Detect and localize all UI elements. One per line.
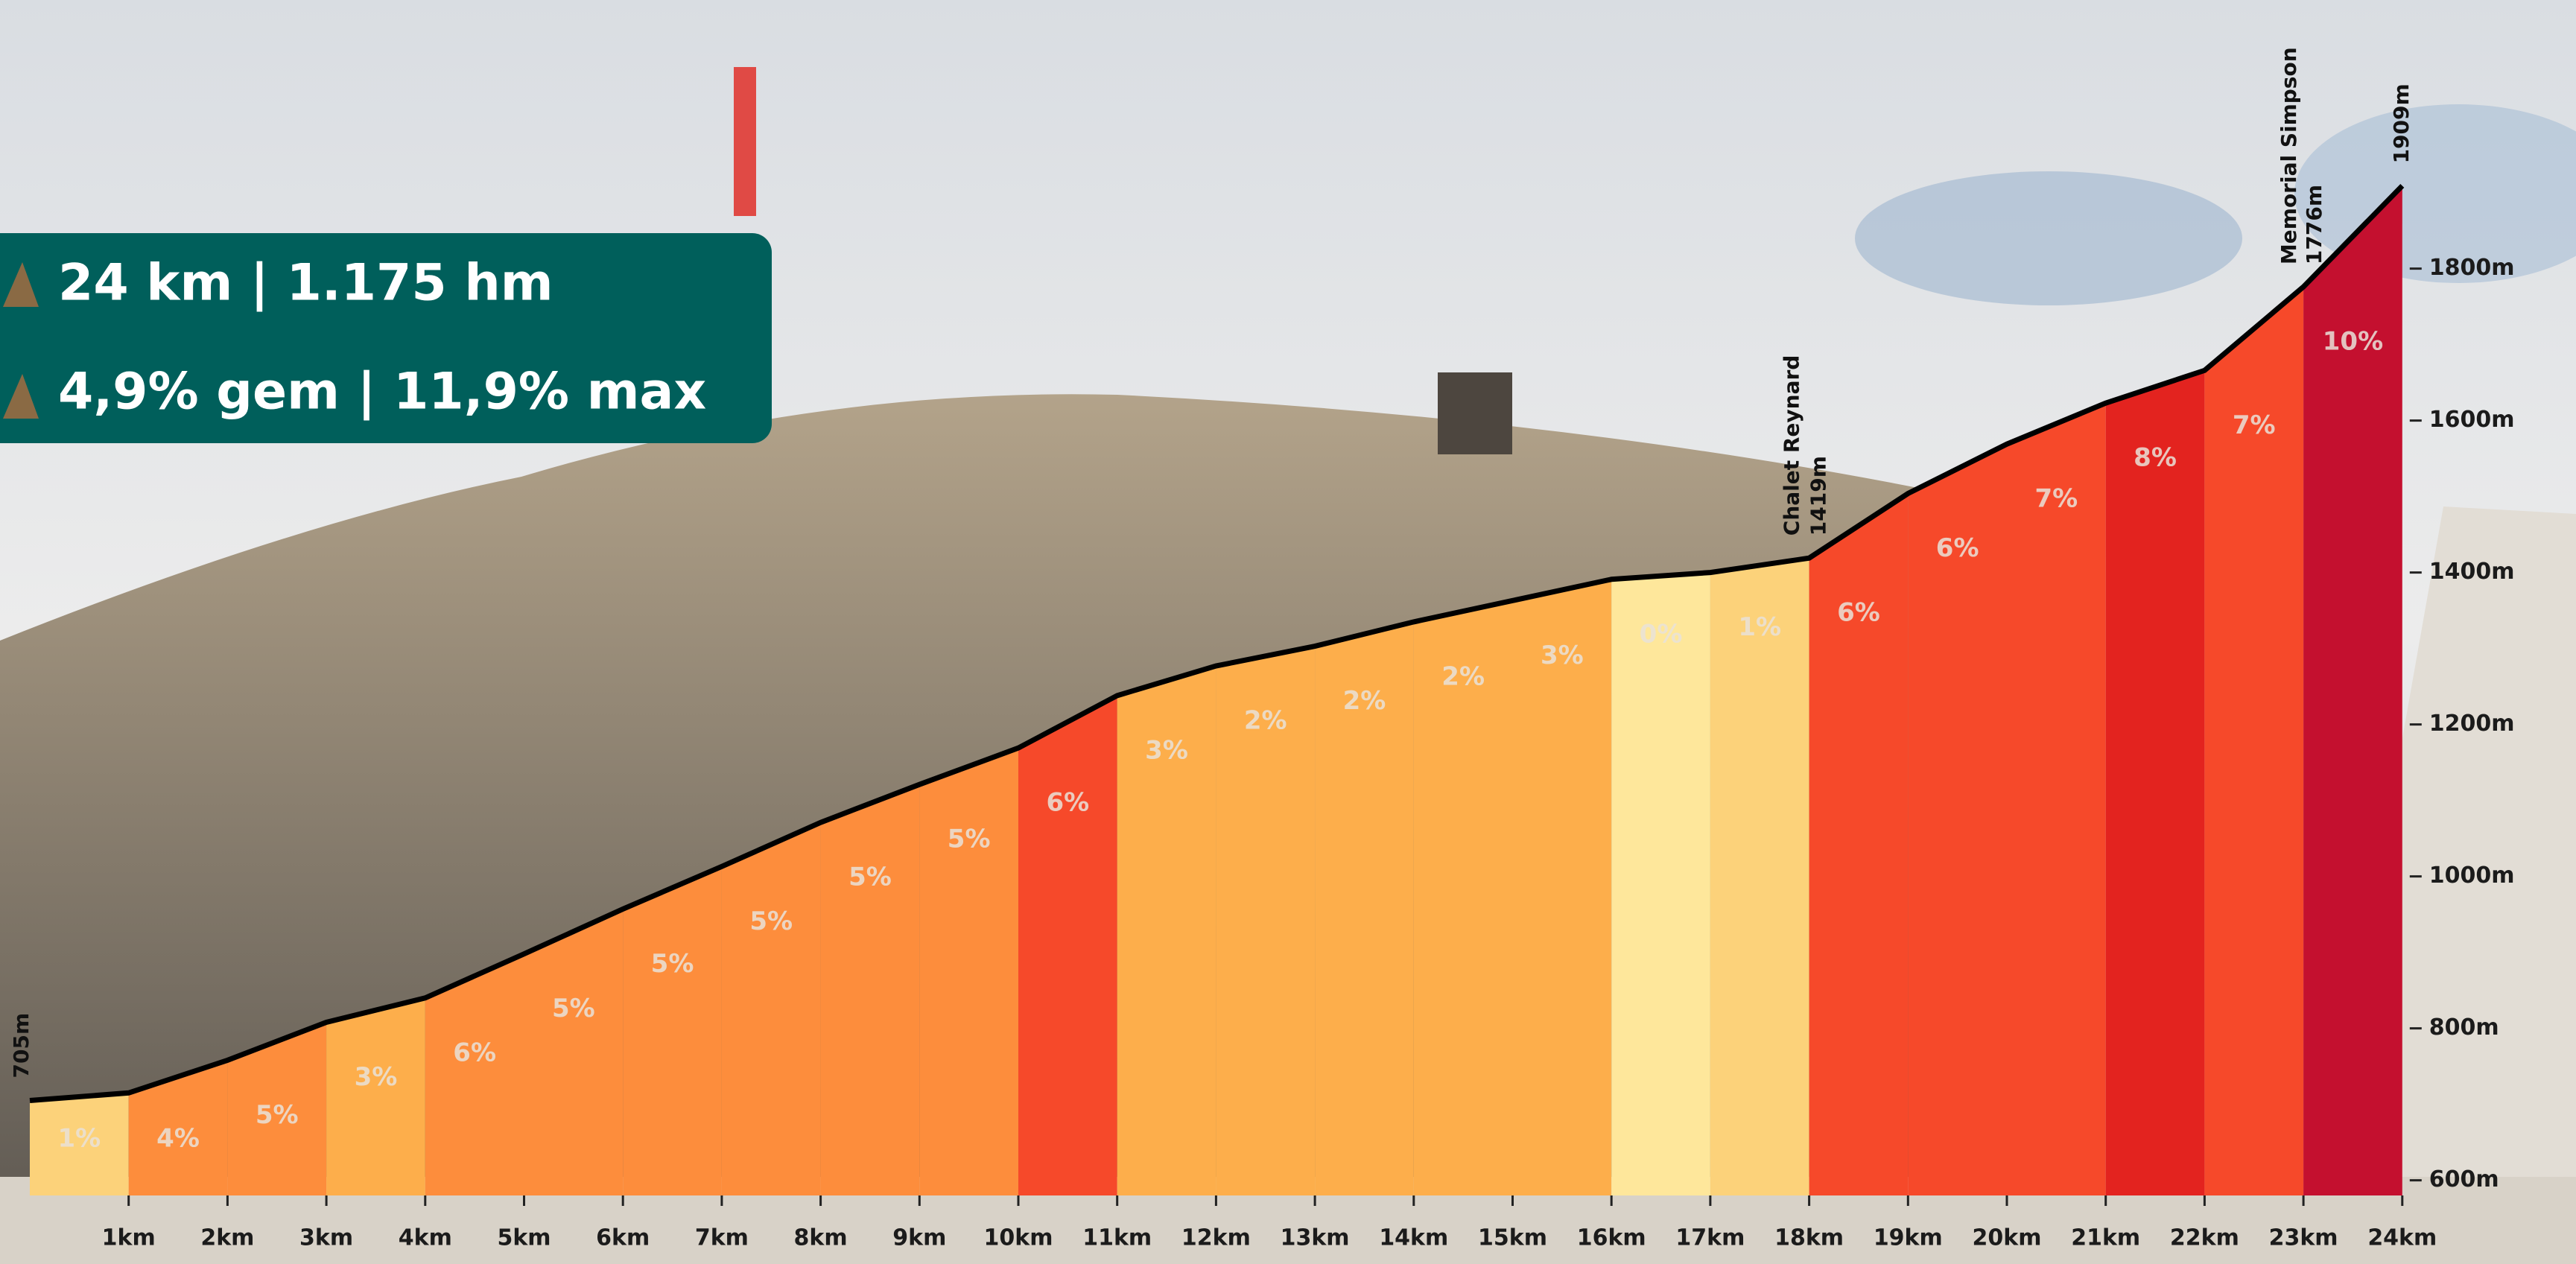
x-tick-label: 13km	[1281, 1225, 1350, 1251]
gradient-segment	[2204, 287, 2304, 1196]
gradient-segment	[1809, 493, 1909, 1195]
gradient-label: 5%	[552, 994, 595, 1023]
x-tick-label: 4km	[399, 1225, 452, 1251]
info-distance: 24 km | 1.175 hm	[58, 254, 553, 313]
x-tick-label: 9km	[892, 1225, 946, 1251]
gradient-label: 5%	[651, 949, 694, 979]
x-tick-label: 7km	[695, 1225, 749, 1251]
x-tick-label: 17km	[1675, 1225, 1745, 1251]
gradient-label: 3%	[355, 1062, 398, 1092]
gradient-segment	[1413, 600, 1513, 1195]
gradient-label: 3%	[1541, 641, 1584, 670]
y-tick-label: 1600m	[2429, 407, 2515, 433]
gradient-segment	[1908, 444, 2007, 1195]
gradient-label: 6%	[1046, 788, 1089, 818]
x-tick-label: 16km	[1577, 1225, 1646, 1251]
gradient-label: 1%	[1738, 612, 1781, 642]
gradient-label: 5%	[749, 906, 793, 936]
tower	[1438, 372, 1512, 454]
gradient-segment	[326, 997, 425, 1195]
mountain-icon	[3, 262, 39, 307]
gradient-segment	[1611, 572, 1710, 1195]
gradient-segment	[1117, 666, 1216, 1195]
gradient-label: 5%	[848, 863, 892, 892]
gradient-label: 3%	[1145, 735, 1188, 765]
y-tick-label: 1200m	[2429, 711, 2515, 737]
gradient-label: 7%	[2233, 410, 2276, 440]
gradient-label: 10%	[2323, 327, 2383, 357]
gradient-segment	[1018, 695, 1117, 1195]
sky-patch	[1855, 171, 2242, 305]
gradient-segment	[1710, 558, 1809, 1195]
y-tick-label: 1800m	[2429, 255, 2515, 281]
antenna	[734, 67, 756, 216]
x-tick-label: 8km	[794, 1225, 848, 1251]
gradient-segment	[2007, 403, 2106, 1195]
gradient-segment	[721, 822, 821, 1195]
gradient-segment	[623, 866, 722, 1195]
gradient-label: 2%	[1244, 706, 1287, 736]
gradient-segment	[425, 953, 524, 1195]
gradient-segment	[1512, 579, 1612, 1195]
gradient-label: 2%	[1441, 661, 1485, 691]
x-tick-label: 14km	[1379, 1225, 1448, 1251]
gradient-label: 6%	[1936, 533, 1979, 563]
annotation: 1776m	[2302, 185, 2326, 264]
x-tick-label: 3km	[299, 1225, 353, 1251]
x-tick-label: 2km	[200, 1225, 254, 1251]
gradient-label: 2%	[1343, 686, 1386, 716]
gradient-label: 7%	[2034, 484, 2078, 514]
gradient-label: 6%	[1837, 598, 1880, 628]
gradient-segment	[227, 1022, 327, 1195]
x-tick-label: 22km	[2170, 1225, 2239, 1251]
gradient-segment	[128, 1060, 228, 1195]
y-tick-label: 1400m	[2429, 559, 2515, 585]
x-tick-label: 20km	[1973, 1225, 2042, 1251]
annotation: 1419m	[1806, 456, 1831, 536]
x-tick-label: 21km	[2071, 1225, 2140, 1251]
x-tick-label: 23km	[2269, 1225, 2338, 1251]
gradient-label: 8%	[2134, 443, 2177, 473]
annotation: 705m	[9, 1013, 34, 1079]
gradient-label: 5%	[256, 1100, 299, 1130]
x-tick-label: 24km	[2367, 1225, 2437, 1251]
gradient-segment	[919, 748, 1018, 1195]
profile-line	[29, 183, 2405, 1103]
gradient-segment	[1315, 621, 1414, 1195]
x-tick-label: 19km	[1874, 1225, 1943, 1251]
x-tick-label: 18km	[1774, 1225, 1844, 1251]
mountain-icon	[3, 374, 39, 419]
gradient-segment	[2303, 185, 2402, 1195]
gradient-label: 5%	[948, 825, 991, 854]
gradient-label: 6%	[453, 1038, 496, 1067]
x-tick-label: 1km	[102, 1225, 156, 1251]
gradient-label: 4%	[156, 1124, 200, 1154]
y-tick-label: 1000m	[2429, 863, 2515, 889]
gradient-segment	[524, 909, 624, 1195]
plot: 1% 4% 5% 3% 6% 5% 5% 5% 5% 5% 6% 3% 2% 2% 2% 3% 0% 1% 6% 6%…	[9, 47, 2515, 1251]
annotation: 1909m	[2389, 83, 2414, 163]
annotation: Memorial Simpson	[2277, 47, 2301, 264]
x-tick-label: 12km	[1181, 1225, 1251, 1251]
info-box	[0, 233, 772, 443]
x-tick-label: 6km	[596, 1225, 650, 1251]
x-tick-label: 11km	[1082, 1225, 1152, 1251]
gradient-label: 0%	[1640, 619, 1683, 649]
gradient-segment	[2105, 370, 2205, 1195]
info-gradient: 4,9% gem | 11,9% max	[58, 363, 706, 422]
gradient-label: 1%	[57, 1124, 101, 1154]
gradient-segment	[820, 784, 920, 1195]
x-tick-label: 10km	[984, 1225, 1053, 1251]
annotation: Chalet Reynard	[1780, 355, 1804, 536]
y-tick-label: 600m	[2429, 1166, 2499, 1192]
x-tick-label: 15km	[1478, 1225, 1547, 1251]
gradient-segment	[1216, 646, 1316, 1195]
x-tick-label: 5km	[497, 1225, 551, 1251]
y-tick-label: 800m	[2429, 1014, 2499, 1041]
gradient-segment	[30, 1093, 129, 1195]
